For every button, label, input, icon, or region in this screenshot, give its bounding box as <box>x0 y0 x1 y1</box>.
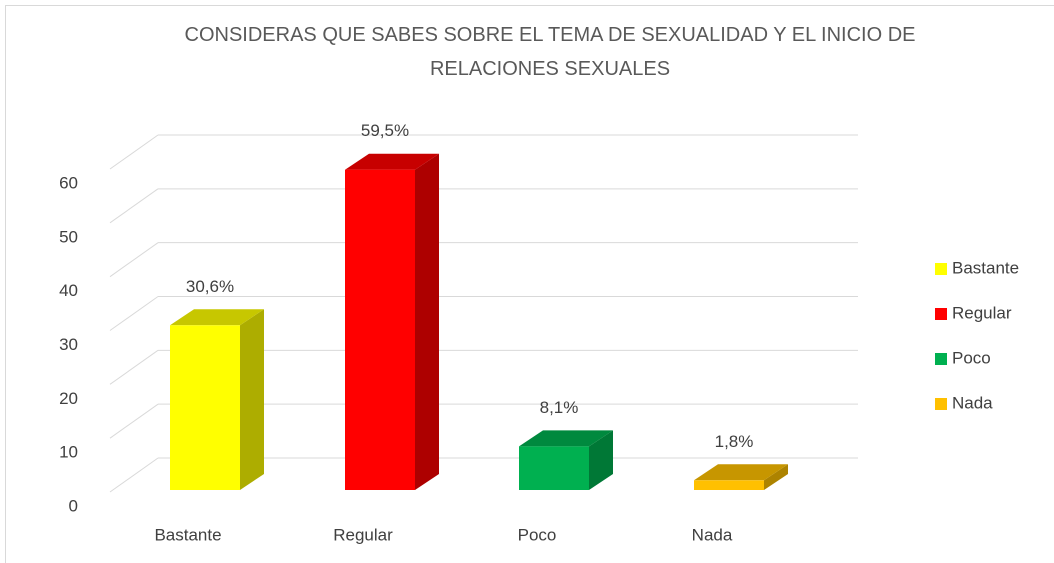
bar <box>694 480 764 490</box>
bar <box>345 169 415 491</box>
x-tick-label: Regular <box>333 525 393 544</box>
x-tick-label: Poco <box>518 525 557 544</box>
y-tick-label: 10 <box>59 443 78 462</box>
bar-top <box>519 430 613 447</box>
legend-label: Poco <box>952 348 991 367</box>
bar-side <box>764 464 788 490</box>
legend-label: Regular <box>952 303 1012 322</box>
grid-line <box>109 403 159 439</box>
bar-top <box>170 309 264 326</box>
bar-top <box>694 464 788 481</box>
bar-side <box>589 430 613 490</box>
legend-label: Nada <box>952 393 993 412</box>
grid-line <box>109 188 159 224</box>
data-label: 1,8% <box>715 432 754 451</box>
x-tick-label: Bastante <box>154 525 221 544</box>
legend-swatch <box>935 308 947 320</box>
y-tick-label: 40 <box>59 281 78 300</box>
data-label: 8,1% <box>540 398 579 417</box>
y-tick-label: 30 <box>59 335 78 354</box>
grid-line <box>109 457 159 493</box>
data-label: 30,6% <box>186 277 234 296</box>
legend-label: Bastante <box>952 258 1019 277</box>
y-tick-label: 0 <box>69 496 78 515</box>
bar <box>170 325 240 490</box>
x-tick-label: Nada <box>692 525 733 544</box>
grid-line <box>109 296 159 331</box>
legend-swatch <box>935 398 947 410</box>
bar-side <box>415 153 439 491</box>
y-tick-label: 20 <box>59 389 78 408</box>
data-label: 59,5% <box>361 121 409 140</box>
bar-top <box>345 153 439 170</box>
legend-swatch <box>935 263 947 275</box>
grid-line <box>109 349 159 385</box>
y-tick-label: 50 <box>59 227 78 246</box>
legend-swatch <box>935 353 947 365</box>
y-tick-label: 60 <box>59 173 78 192</box>
grid-line <box>109 242 159 278</box>
grid-line <box>109 134 159 170</box>
bar <box>519 446 589 490</box>
bar-side <box>240 309 264 490</box>
chart-border <box>5 5 1054 563</box>
chart-title: CONSIDERAS QUE SABES SOBRE EL TEMA DE SE… <box>184 24 916 80</box>
